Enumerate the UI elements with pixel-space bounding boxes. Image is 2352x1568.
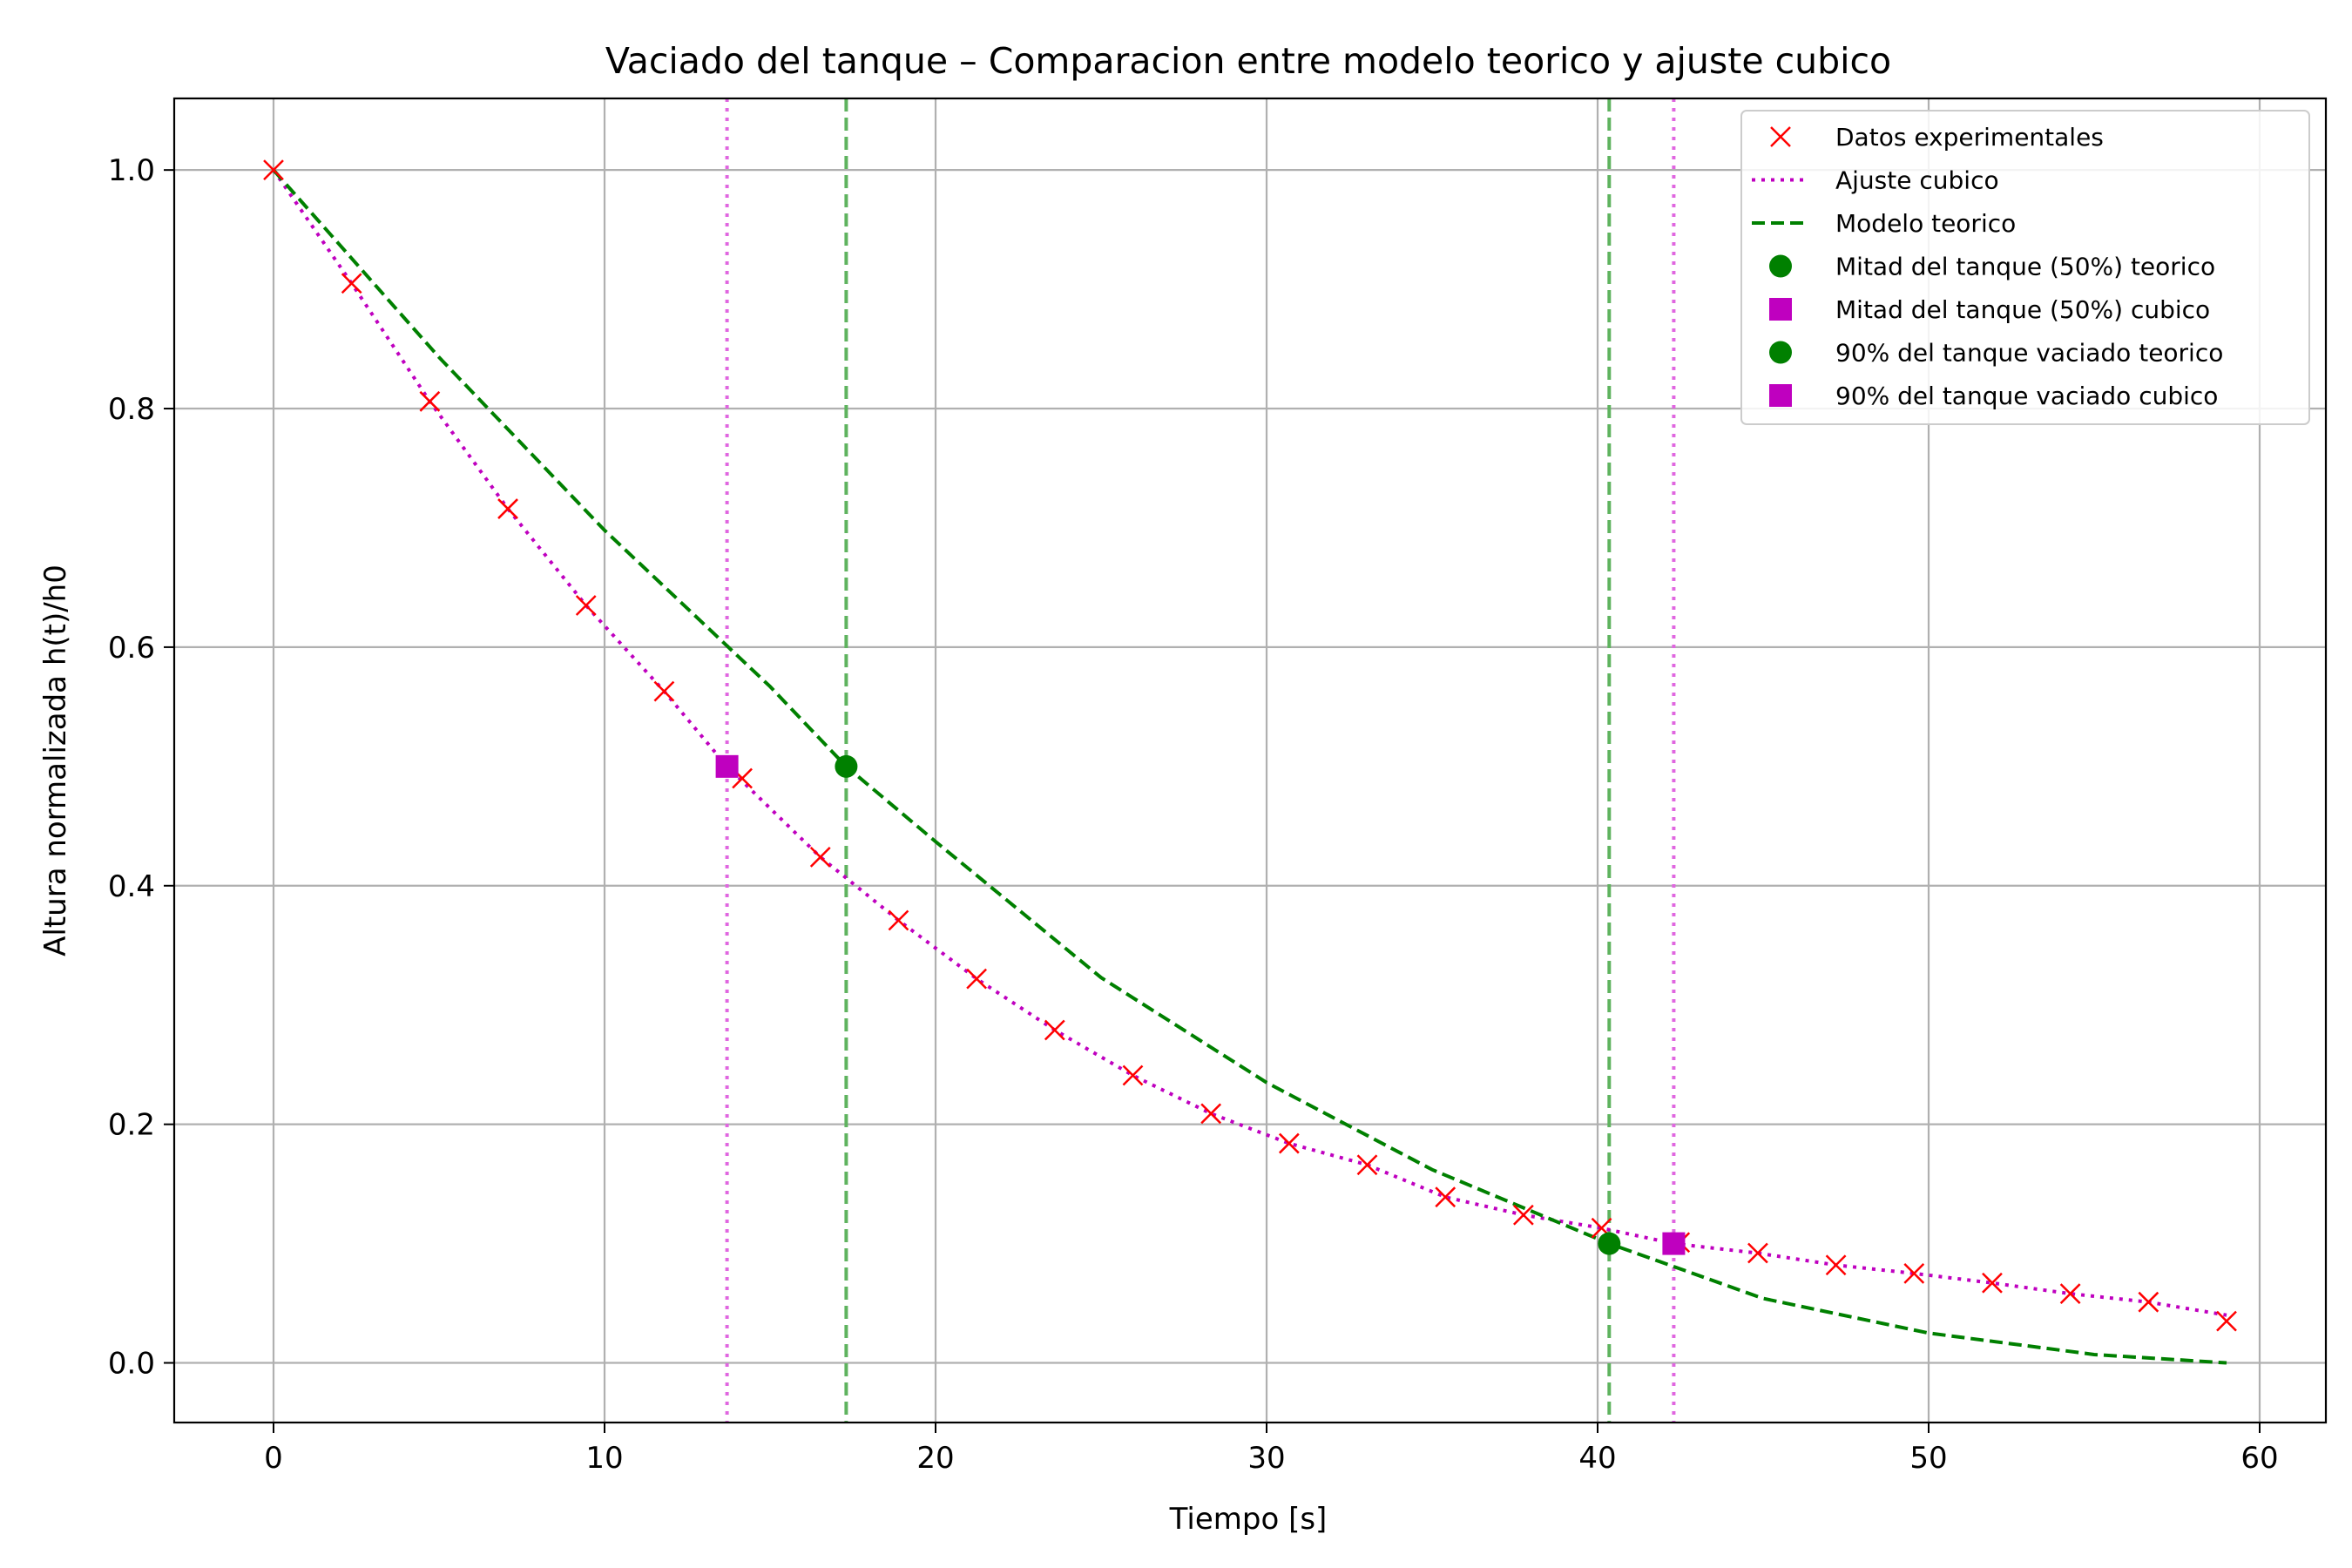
legend-item: Modelo teorico [1752, 209, 2016, 238]
experimental-point [1825, 1254, 1847, 1276]
y-tick-label: 0.6 [108, 631, 155, 666]
legend-label: Modelo teorico [1835, 209, 2016, 238]
key-point-circle [1598, 1232, 1621, 1255]
experimental-point [2059, 1283, 2081, 1304]
x-tick-label: 60 [2240, 1441, 2278, 1476]
x-tick-label: 40 [1578, 1441, 1616, 1476]
legend: Datos experimentales Ajuste cubico Modelo … [1740, 110, 2310, 425]
experimental-point [263, 159, 284, 181]
experimental-point [1512, 1204, 1534, 1226]
experimental-point [575, 595, 597, 616]
legend-label: Ajuste cubico [1835, 166, 1999, 195]
legend-item: Ajuste cubico [1752, 166, 1999, 195]
x-tick-label: 20 [916, 1441, 954, 1476]
experimental-point [2138, 1291, 2159, 1313]
key-points [715, 754, 1686, 1255]
experimental-point [1982, 1272, 2003, 1294]
legend-label: 90% del tanque vaciado teorico [1835, 339, 2223, 368]
experimental-point [1044, 1019, 1065, 1041]
legend-item: Datos experimentales [1770, 123, 2104, 152]
experimental-point [1435, 1186, 1456, 1208]
legend-marker [1770, 126, 1791, 147]
experimental-point [341, 273, 362, 294]
y-tick-label: 0.0 [108, 1347, 155, 1382]
x-tick-label: 10 [585, 1441, 623, 1476]
legend-box [1740, 110, 2310, 425]
key-point-square [1662, 1232, 1686, 1255]
experimental-point [1903, 1262, 1925, 1284]
x-tick-label: 30 [1247, 1441, 1285, 1476]
experimental-point [1747, 1242, 1768, 1264]
legend-item: 90% del tanque vaciado cubico [1769, 382, 2218, 410]
x-tick-label: 50 [1909, 1441, 1947, 1476]
experimental-point [1122, 1064, 1144, 1086]
y-axis-label: Altura normalizada h(t)/h0 [38, 564, 73, 956]
series-line-ajuste-cubico [272, 169, 2227, 1317]
x-tick-label: 0 [264, 1441, 283, 1476]
experimental-point [888, 909, 909, 931]
key-point-circle [835, 754, 858, 778]
x-axis-label: Tiempo [s] [1169, 1502, 1328, 1537]
legend-label: 90% del tanque vaciado cubico [1835, 382, 2218, 410]
key-point-square [715, 754, 739, 778]
y-tick-label: 0.4 [108, 869, 155, 904]
legend-label: Mitad del tanque (50%) cubico [1835, 295, 2210, 324]
legend-marker [1769, 341, 1792, 364]
legend-item: Mitad del tanque (50%) teorico [1769, 253, 2215, 281]
series [263, 159, 2237, 1365]
experimental-point [2216, 1310, 2237, 1332]
legend-item: 90% del tanque vaciado teorico [1769, 339, 2223, 368]
y-tick-label: 1.0 [108, 153, 155, 188]
series-line-modelo-teorico [272, 168, 2227, 1365]
experimental-point [966, 968, 988, 990]
legend-item: Mitad del tanque (50%) cubico [1769, 295, 2210, 324]
chart-title: Vaciado del tanque – Comparacion entre m… [605, 40, 1891, 82]
legend-label: Mitad del tanque (50%) teorico [1835, 253, 2215, 281]
legend-label: Datos experimentales [1835, 123, 2104, 152]
legend-marker [1769, 298, 1792, 321]
grid [174, 98, 2326, 1423]
experimental-point [1200, 1103, 1222, 1125]
experimental-point [1356, 1154, 1378, 1176]
experimental-point [653, 680, 675, 702]
legend-marker [1769, 254, 1792, 278]
experimental-point [497, 498, 518, 519]
experimental-point [809, 847, 831, 868]
y-tick-label: 0.2 [108, 1108, 155, 1143]
y-tick-label: 0.8 [108, 392, 155, 427]
plot-frame [172, 97, 2328, 1424]
ticks: 0 10 20 30 40 50 60 0.0 0.2 0.4 0.6 0.8 1.0 [108, 153, 2279, 1476]
experimental-point [1278, 1132, 1300, 1154]
legend-marker [1769, 384, 1792, 407]
experimental-point [419, 390, 441, 412]
